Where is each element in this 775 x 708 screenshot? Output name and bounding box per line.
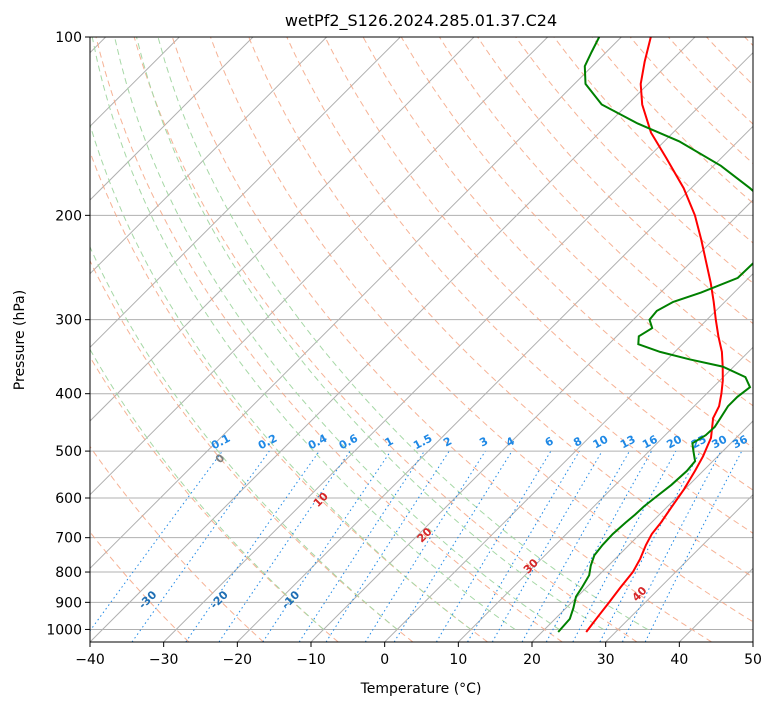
dry-adiabat [90,259,414,642]
y-tick-label: 500 [55,444,82,460]
x-tick-label: 30 [597,652,615,668]
dry-adiabat [324,37,753,491]
y-axis-title: Pressure (hPa) [12,290,28,390]
axes-layer: −40 −30 −20 −10 0 10 20 30 40 50 100 200 300 400 500 60… [46,30,762,668]
mixing-ratio-label: 13 [618,433,638,452]
dry-adiabat [133,37,638,642]
mixing-ratio-label: 20 [664,433,684,452]
mixing-ratio-line [572,450,677,642]
mixing-ratio-line [545,450,653,642]
y-tick-label: 600 [55,491,82,507]
isotherm-line [163,51,753,642]
y-tick-label: 900 [55,595,82,611]
mixing-ratio-line [467,450,580,642]
moist-adiabat [90,245,398,630]
mixing-ratio-line [131,450,270,642]
y-tick-label: 200 [55,208,82,224]
y-tick-label: 1000 [46,622,82,638]
mixing-ratio-line [435,450,552,642]
moist-adiabat [91,37,516,630]
isotherm-line [90,37,696,642]
dry-adiabat [362,37,753,449]
x-tick-label: 40 [670,652,688,668]
x-axis-title: Temperature (°C) [360,681,482,697]
mixing-ratio-line [185,450,320,642]
mixing-ratio-label: 16 [640,433,660,452]
x-tick-label: 10 [449,652,467,668]
dry-adiabat [95,37,563,642]
moist-adiabat [114,37,560,630]
isotherm-line [236,125,753,642]
mixing-ratio-label: 30 [710,433,730,452]
x-tick-label: −40 [75,652,105,668]
isotherm-line [90,37,328,275]
isotherm-line [457,346,753,642]
mixing-ratio-line [90,450,223,632]
temperature-profile-line [585,37,724,633]
dry-adiabat [591,37,753,204]
x-tick-label: 20 [523,652,541,668]
dry-adiabat [248,37,753,578]
mixing-ratio-line [364,450,486,642]
isotherm-line [90,37,549,496]
x-tick-label: −10 [296,652,326,668]
y-tick-label: 800 [55,565,82,581]
isotherm-line [531,420,753,642]
y-tick-label: 300 [55,313,82,329]
plot-frame [89,36,754,643]
moist-adiabat [90,123,472,630]
x-tick-label: −30 [149,652,179,668]
dry-adiabat [90,445,264,642]
x-tick-label: −20 [223,652,253,668]
y-tick-label: 400 [55,387,82,403]
series-layer [557,37,753,633]
mixing-ratio-line [325,450,450,642]
isotherm-line [90,37,622,570]
mixing-ratio-line [521,450,630,642]
y-tick-label: 700 [55,531,82,547]
moist-adiabat [90,348,324,630]
isotherm-line [90,37,401,349]
isotherm-line [90,37,254,201]
mixing-ratio-line [491,450,603,642]
grid-layer: 0.10.20.40.611.52346810131620253036-100-… [90,37,753,642]
dry-adiabat [515,37,753,284]
x-tick-label: 50 [744,652,762,668]
isotherm-line [605,493,753,642]
mixing-ratio-label: 10 [591,433,611,452]
mixing-ratio-line [393,450,513,642]
mixing-ratio-line [298,450,425,642]
y-tick-label: 100 [55,30,82,46]
dry-adiabat [171,37,712,642]
mixing-ratio-label: 36 [730,433,750,452]
isotherm-line [90,37,475,422]
dry-adiabat [400,37,753,407]
dewpoint-profile-line [557,37,753,633]
x-tick-label: 0 [380,652,389,668]
moist-adiabat [136,37,604,630]
dry-adiabat [629,37,753,165]
dry-adiabat [477,37,753,325]
isotherm-line [384,272,753,642]
dry-adiabat [210,37,753,623]
chart-title: wetPf2_S126.2024.285.01.37.C24 [285,11,557,31]
